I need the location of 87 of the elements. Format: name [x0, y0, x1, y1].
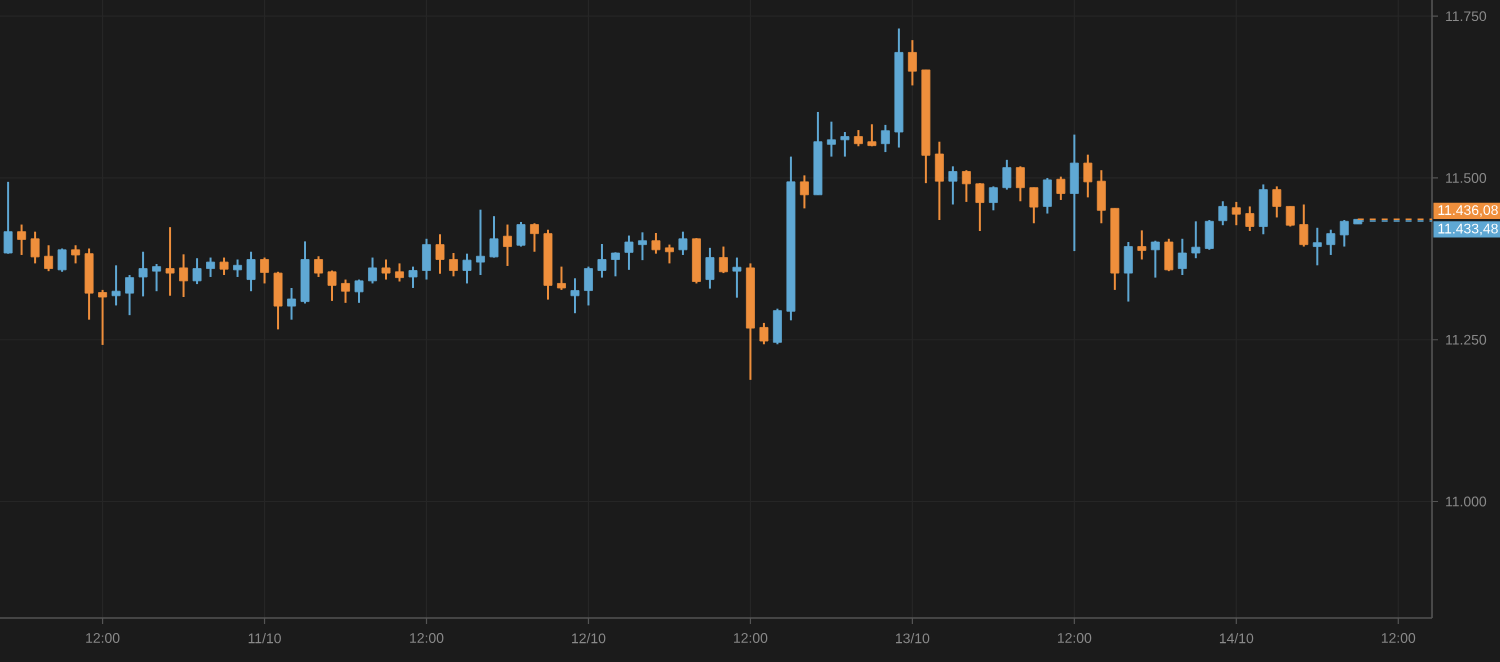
candlestick	[341, 278, 350, 304]
candlestick	[1272, 185, 1282, 219]
candlestick	[705, 246, 715, 290]
candlestick	[1123, 241, 1133, 303]
candlestick	[948, 165, 958, 206]
candlestick	[462, 252, 472, 285]
candlestick	[327, 269, 337, 302]
candlestick	[17, 223, 27, 256]
candlestick	[1339, 219, 1349, 248]
candlestick	[408, 265, 418, 289]
candlestick	[71, 244, 81, 265]
candlestick	[3, 180, 13, 255]
candlestick	[1204, 219, 1214, 251]
candlestick	[1258, 183, 1268, 236]
candlestick	[395, 262, 404, 283]
candlestick	[138, 250, 148, 298]
candlestick	[98, 288, 108, 346]
candlestick	[206, 256, 215, 278]
candlestick	[691, 237, 701, 285]
candlestick	[516, 220, 526, 248]
candlestick	[624, 234, 634, 271]
candlestick	[975, 182, 985, 233]
candlestick	[30, 230, 40, 265]
candlestick	[1069, 133, 1079, 253]
candlestick	[246, 250, 256, 293]
candlestick	[44, 244, 54, 273]
candlestick	[1096, 169, 1106, 225]
candlestick	[152, 263, 162, 293]
candlestick	[1191, 220, 1201, 260]
candlestick	[799, 174, 809, 210]
candlestick	[1056, 175, 1066, 201]
candlestick	[1218, 200, 1228, 227]
candlestick	[1231, 200, 1241, 227]
candlestick	[1029, 186, 1039, 225]
candlestick	[759, 321, 769, 346]
candlestick	[718, 245, 728, 275]
candlestick	[260, 256, 269, 285]
candlestick	[570, 277, 580, 315]
candlestick	[880, 123, 890, 154]
candlestick	[1137, 229, 1147, 261]
candlestick	[489, 215, 499, 259]
candlestick	[826, 120, 836, 158]
candlestick	[125, 274, 135, 317]
candlestick	[1015, 165, 1025, 203]
candlestick	[1150, 239, 1160, 279]
candlestick	[1299, 203, 1309, 248]
candlestick	[961, 169, 971, 203]
candlestick	[1177, 237, 1187, 277]
candlestick	[300, 240, 310, 305]
candlestick	[449, 252, 458, 278]
candlestick	[84, 247, 94, 321]
candlestick	[368, 256, 377, 285]
candlestick	[557, 265, 566, 291]
candlestick	[611, 251, 620, 278]
candlestick	[165, 226, 175, 297]
candlestick	[1083, 153, 1093, 199]
candlestick	[840, 131, 850, 158]
candlestick	[179, 253, 189, 299]
candlestick	[381, 258, 391, 281]
candlestick	[476, 208, 485, 277]
candlestick	[772, 307, 782, 346]
candlestick	[651, 231, 661, 255]
candlestick	[907, 39, 917, 87]
candlestick	[273, 270, 283, 331]
candlestick	[638, 231, 647, 262]
candlestick	[1245, 205, 1255, 233]
candlestick	[1042, 176, 1052, 215]
candlestick	[192, 257, 202, 286]
candlestick	[422, 237, 431, 281]
candlestick	[665, 243, 674, 265]
candlestick	[435, 233, 445, 275]
candlestick	[1164, 237, 1174, 273]
candlestick	[287, 286, 296, 321]
candlestick	[1326, 228, 1336, 256]
candlestick	[584, 265, 593, 307]
candlestick	[1312, 226, 1322, 267]
candlestick	[678, 230, 688, 256]
candlestick	[57, 247, 67, 273]
candlestick	[934, 140, 944, 222]
candlestick	[597, 242, 607, 279]
candlestick	[1002, 158, 1012, 191]
candlestick	[732, 256, 742, 299]
candlestick	[530, 222, 539, 253]
candlestick	[988, 185, 998, 212]
candlestick	[503, 223, 512, 267]
candlestick	[314, 255, 323, 278]
candlestick	[111, 264, 121, 307]
